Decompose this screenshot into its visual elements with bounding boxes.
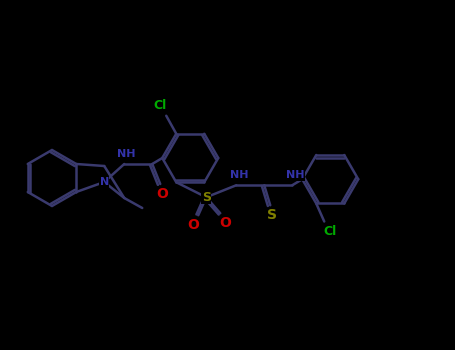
Text: Cl: Cl: [324, 225, 337, 238]
Text: S: S: [267, 208, 277, 222]
Text: NH: NH: [117, 149, 136, 159]
Text: O: O: [219, 216, 231, 230]
Text: Cl: Cl: [154, 99, 167, 112]
Text: O: O: [157, 187, 168, 201]
Text: N: N: [100, 177, 109, 187]
Text: S: S: [202, 191, 211, 204]
Text: NH: NH: [286, 170, 304, 180]
Text: O: O: [187, 218, 199, 232]
Text: NH: NH: [230, 170, 248, 180]
